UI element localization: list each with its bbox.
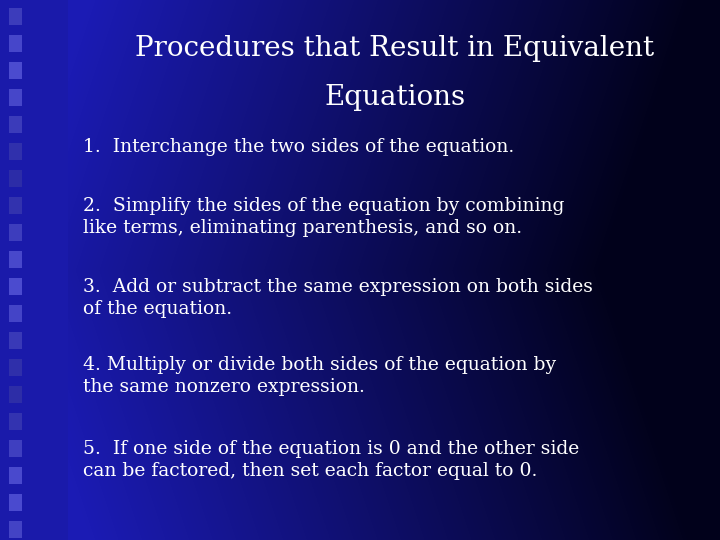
Bar (9, 251, 22, 268)
Bar (9, 521, 22, 538)
Bar (9, 332, 22, 349)
Bar (9, 467, 22, 484)
Bar (9, 143, 22, 160)
Bar (9, 35, 22, 52)
Text: 1.  Interchange the two sides of the equation.: 1. Interchange the two sides of the equa… (83, 138, 514, 156)
Bar (9, 359, 22, 376)
Bar (9, 62, 22, 79)
Bar (9, 197, 22, 214)
Bar (9, 386, 22, 403)
Text: 5.  If one side of the equation is 0 and the other side
can be factored, then se: 5. If one side of the equation is 0 and … (83, 440, 579, 480)
Text: 3.  Add or subtract the same expression on both sides
of the equation.: 3. Add or subtract the same expression o… (83, 278, 593, 318)
Text: Equations: Equations (324, 84, 465, 111)
Bar (9, 170, 22, 187)
Bar (9, 494, 22, 511)
Text: Procedures that Result in Equivalent: Procedures that Result in Equivalent (135, 35, 654, 62)
Bar (0, 0, 68, 540)
Bar (9, 413, 22, 430)
Bar (9, 224, 22, 241)
Text: 2.  Simplify the sides of the equation by combining
like terms, eliminating pare: 2. Simplify the sides of the equation by… (83, 197, 564, 237)
Bar (9, 278, 22, 295)
Bar (9, 8, 22, 25)
Bar (9, 89, 22, 106)
Bar (9, 440, 22, 457)
Text: 4. Multiply or divide both sides of the equation by
the same nonzero expression.: 4. Multiply or divide both sides of the … (83, 356, 556, 396)
Bar (9, 116, 22, 133)
Bar (9, 305, 22, 322)
